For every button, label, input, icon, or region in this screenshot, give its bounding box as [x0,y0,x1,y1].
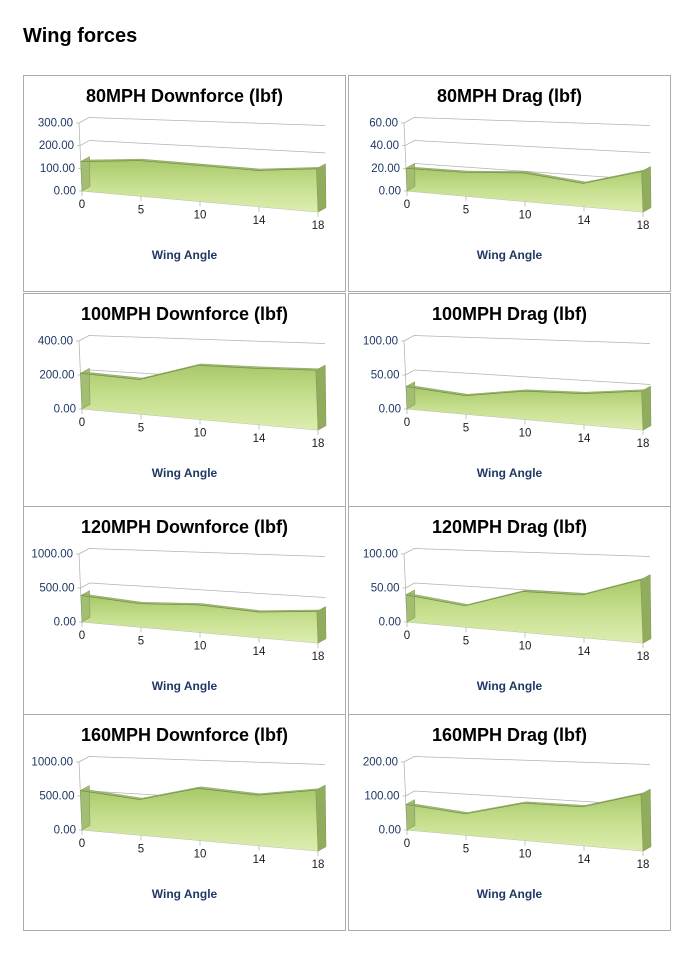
svg-text:100.00: 100.00 [363,336,398,348]
svg-text:18: 18 [312,651,325,663]
svg-text:60.00: 60.00 [369,118,398,130]
svg-text:10: 10 [519,641,532,653]
svg-text:100.00: 100.00 [363,549,398,561]
svg-text:5: 5 [463,843,469,855]
svg-text:0: 0 [79,630,85,642]
svg-text:0: 0 [404,199,410,211]
svg-text:0: 0 [404,838,410,850]
svg-text:0: 0 [404,630,410,642]
svg-text:5: 5 [138,422,144,434]
svg-text:500.00: 500.00 [39,583,74,595]
svg-text:5: 5 [138,204,144,216]
svg-text:0.00: 0.00 [54,825,76,837]
svg-text:10: 10 [194,849,207,861]
svg-text:18: 18 [637,859,650,871]
svg-text:0: 0 [79,199,85,211]
svg-text:18: 18 [312,220,325,232]
svg-text:18: 18 [637,220,650,232]
svg-text:0.00: 0.00 [379,825,401,837]
svg-text:0.00: 0.00 [379,617,401,629]
svg-text:300.00: 300.00 [38,118,73,130]
svg-text:18: 18 [637,438,650,450]
svg-text:50.00: 50.00 [371,370,400,382]
svg-text:40.00: 40.00 [370,140,399,152]
svg-text:10: 10 [519,210,532,222]
svg-text:14: 14 [578,433,591,445]
svg-text:5: 5 [463,635,469,647]
svg-text:10: 10 [194,210,207,222]
svg-text:100.00: 100.00 [40,163,75,175]
svg-text:5: 5 [138,635,144,647]
svg-text:50.00: 50.00 [371,583,400,595]
svg-text:200.00: 200.00 [39,370,74,382]
svg-text:10: 10 [194,428,207,440]
svg-text:14: 14 [578,854,591,866]
svg-text:200.00: 200.00 [39,140,74,152]
svg-text:0.00: 0.00 [54,186,76,198]
svg-text:1000.00: 1000.00 [31,757,73,769]
svg-text:0.00: 0.00 [54,404,76,416]
svg-text:400.00: 400.00 [38,336,73,348]
svg-text:1000.00: 1000.00 [31,549,73,561]
svg-text:0: 0 [404,417,410,429]
svg-text:18: 18 [312,859,325,871]
svg-text:20.00: 20.00 [371,163,400,175]
svg-text:18: 18 [637,651,650,663]
svg-text:14: 14 [253,854,266,866]
svg-text:10: 10 [519,428,532,440]
svg-text:5: 5 [138,843,144,855]
svg-text:0: 0 [79,417,85,429]
svg-text:14: 14 [578,215,591,227]
svg-text:10: 10 [519,849,532,861]
svg-text:10: 10 [194,641,207,653]
svg-text:18: 18 [312,438,325,450]
svg-text:0.00: 0.00 [379,404,401,416]
svg-text:500.00: 500.00 [39,791,74,803]
svg-text:0.00: 0.00 [54,617,76,629]
svg-text:5: 5 [463,422,469,434]
svg-text:100.00: 100.00 [364,791,399,803]
svg-text:200.00: 200.00 [363,757,398,769]
svg-text:14: 14 [253,433,266,445]
svg-text:0: 0 [79,838,85,850]
svg-text:14: 14 [253,646,266,658]
svg-text:14: 14 [578,646,591,658]
svg-text:14: 14 [253,215,266,227]
svg-text:0.00: 0.00 [379,186,401,198]
svg-text:5: 5 [463,204,469,216]
